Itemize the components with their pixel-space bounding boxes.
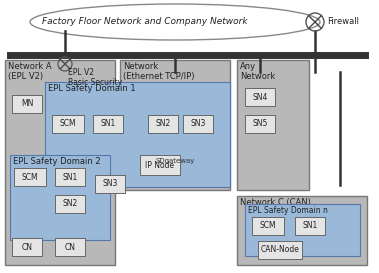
Bar [52,115,84,133]
Text: EPL Safety Domain 1: EPL Safety Domain 1 [48,84,136,93]
Text: IP Node: IP Node [146,161,175,170]
Text: SN1: SN1 [100,120,116,129]
Bar [245,115,275,133]
Text: SN4: SN4 [252,93,268,102]
Text: Factory Floor Network and Company Network: Factory Floor Network and Company Networ… [42,17,248,26]
Text: SCM: SCM [60,120,76,129]
Text: Any
Network: Any Network [240,62,275,81]
Bar [55,195,85,213]
Bar [148,115,178,133]
Text: EPL Safety Domain n: EPL Safety Domain n [248,206,328,215]
Text: SN2: SN2 [63,200,78,209]
Bar [45,82,230,187]
Text: SN3: SN3 [102,180,118,188]
Text: EPL V2
Basic Security: EPL V2 Basic Security [68,68,122,87]
Bar [55,168,85,186]
Bar [237,60,309,190]
Bar [237,196,367,265]
Bar [120,60,230,190]
Text: SN1: SN1 [302,221,318,230]
Bar [10,155,110,240]
Text: Firewall: Firewall [327,17,359,26]
Text: Network C (CAN): Network C (CAN) [240,198,311,207]
Bar [295,217,325,235]
Bar [140,155,180,175]
Bar [14,168,46,186]
Bar [12,238,42,256]
Text: SN1: SN1 [63,173,78,182]
Bar [183,115,213,133]
Text: SN2: SN2 [155,120,171,129]
Text: Network A
(EPL V2): Network A (EPL V2) [8,62,52,81]
Text: CAN-Node: CAN-Node [261,245,299,254]
Bar [55,238,85,256]
Text: SN5: SN5 [252,120,268,129]
Text: Network
(Ethernet TCP/IP): Network (Ethernet TCP/IP) [123,62,194,81]
Text: SDgateway: SDgateway [155,158,194,164]
Bar [258,241,302,259]
Text: EPL Safety Domain 2: EPL Safety Domain 2 [13,157,101,166]
Bar [12,95,42,113]
Text: MN: MN [21,99,33,108]
Text: SCM: SCM [260,221,276,230]
Bar [245,204,360,256]
Text: SCM: SCM [22,173,38,182]
Text: SN3: SN3 [190,120,206,129]
Bar [93,115,123,133]
Text: CN: CN [64,242,75,251]
Text: CN: CN [22,242,33,251]
Bar [95,175,125,193]
Bar [252,217,284,235]
Bar [245,88,275,106]
Bar [5,60,115,265]
